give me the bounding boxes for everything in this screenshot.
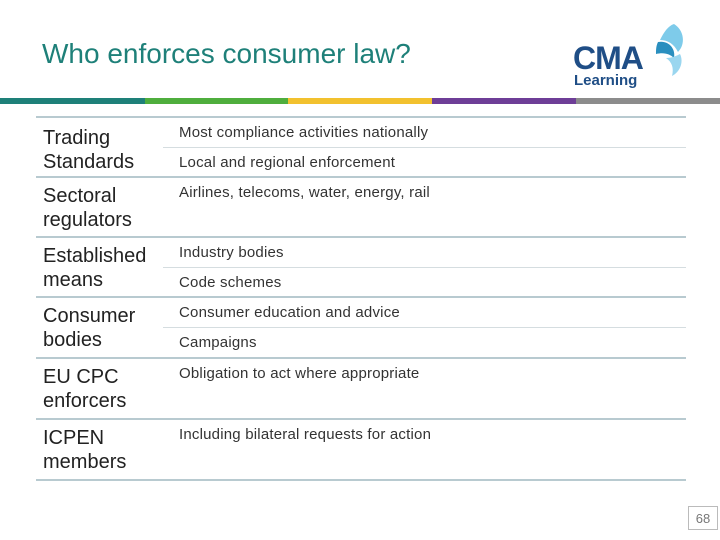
row-label: Sectoral regulators <box>43 185 132 231</box>
row-item: Consumer education and advice <box>179 304 400 321</box>
slide-title: Who enforces consumer law? <box>42 38 411 69</box>
row-item: Campaigns <box>163 327 686 356</box>
row-item: Most compliance activities nationally <box>179 124 429 141</box>
accent-color-bar <box>0 98 720 104</box>
row-label: Established means <box>43 245 147 291</box>
row-label: Consumer bodies <box>43 305 136 351</box>
accent-purple <box>432 98 576 104</box>
table-row: Consumer bodies Consumer education and a… <box>36 298 686 359</box>
table-row: ICPEN members Including bilateral reques… <box>36 420 686 481</box>
cma-learning-logo: CMA Learning <box>570 22 690 94</box>
row-label: ICPEN members <box>43 427 127 473</box>
table-row: EU CPC enforcers Obligation to act where… <box>36 359 686 420</box>
table-row: Trading Standards Most compliance activi… <box>36 116 686 178</box>
accent-teal <box>0 98 145 104</box>
accent-green <box>145 98 288 104</box>
logo-sub-text: Learning <box>574 72 638 89</box>
row-label: Trading Standards <box>43 127 135 173</box>
page-number: 68 <box>688 506 718 530</box>
table-row: Established means Industry bodies Code s… <box>36 238 686 298</box>
row-item: Airlines, telecoms, water, energy, rail <box>179 184 430 201</box>
row-item: Industry bodies <box>179 244 284 261</box>
row-label: EU CPC enforcers <box>43 366 127 412</box>
row-item: Including bilateral requests for action <box>179 426 432 443</box>
logo-swirl-icon <box>656 24 683 76</box>
table-row: Sectoral regulators Airlines, telecoms, … <box>36 178 686 238</box>
logo-main-text: CMA <box>573 40 644 76</box>
row-item: Obligation to act where appropriate <box>179 365 420 382</box>
row-item: Code schemes <box>163 267 686 296</box>
enforcers-table: Trading Standards Most compliance activi… <box>36 116 686 481</box>
row-item: Local and regional enforcement <box>163 147 686 176</box>
accent-grey <box>576 98 720 104</box>
accent-yellow <box>288 98 432 104</box>
